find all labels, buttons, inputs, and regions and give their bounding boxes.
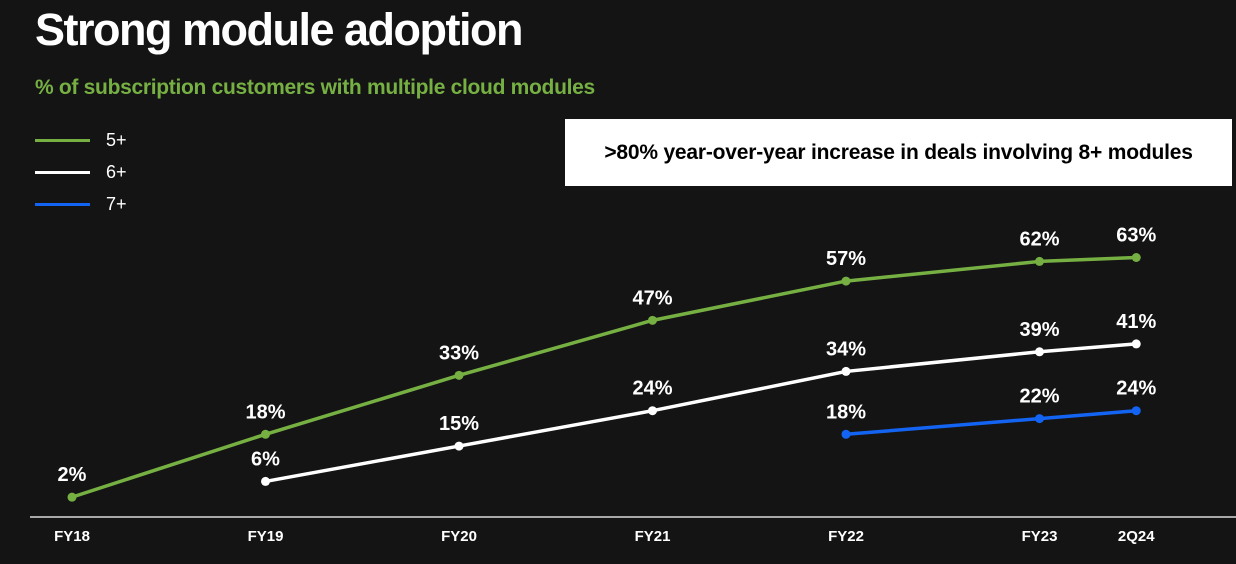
legend-label-7plus: 7+ xyxy=(106,193,127,214)
data-label-7plus-fy22: 18% xyxy=(826,401,866,423)
x-tick-label-fy19: FY19 xyxy=(248,528,284,545)
legend-item-6plus: 6+ xyxy=(35,156,127,188)
callout-text: >80% year-over-year increase in deals in… xyxy=(604,140,1193,164)
data-point-6plus-2q24 xyxy=(1131,339,1141,349)
data-label-5plus-fy18: 2% xyxy=(58,464,87,486)
legend-label-5plus: 5+ xyxy=(106,129,127,150)
data-label-6plus-fy22: 34% xyxy=(826,338,866,360)
data-label-5plus-fy22: 57% xyxy=(826,248,866,270)
x-tick-label-fy22: FY22 xyxy=(828,528,864,545)
x-tick-label-2q24: 2Q24 xyxy=(1118,528,1155,545)
legend-line-7plus-icon xyxy=(35,202,90,206)
data-label-6plus-2q24: 41% xyxy=(1116,311,1156,333)
data-label-5plus-fy23: 62% xyxy=(1019,228,1059,250)
data-label-5plus-fy21: 47% xyxy=(632,287,672,309)
data-point-5plus-fy18 xyxy=(67,492,77,502)
callout-banner: >80% year-over-year increase in deals in… xyxy=(565,119,1232,186)
x-tick-label-fy18: FY18 xyxy=(54,528,90,545)
legend-line-5plus-icon xyxy=(35,138,90,142)
data-point-5plus-2q24 xyxy=(1131,253,1141,262)
series-line-5plus xyxy=(70,255,1138,499)
data-label-6plus-fy19: 6% xyxy=(251,448,280,470)
data-point-5plus-fy20 xyxy=(454,370,464,380)
data-label-6plus-fy20: 15% xyxy=(439,413,479,435)
data-point-6plus-fy19 xyxy=(261,476,270,486)
data-point-7plus-fy23 xyxy=(1035,414,1044,424)
legend-label-6plus: 6+ xyxy=(106,161,127,182)
legend-item-5plus: 5+ xyxy=(35,124,127,156)
data-point-5plus-fy19 xyxy=(261,429,270,439)
legend-line-6plus-icon xyxy=(35,170,90,174)
page-subtitle: % of subscription customers with multipl… xyxy=(35,76,595,99)
data-point-6plus-fy21 xyxy=(648,406,657,416)
data-point-5plus-fy22 xyxy=(841,276,851,286)
data-point-7plus-fy22 xyxy=(841,429,851,439)
data-label-7plus-2q24: 24% xyxy=(1116,378,1156,400)
data-point-5plus-fy21 xyxy=(648,315,657,325)
series-line-6plus xyxy=(263,342,1138,484)
series-line-7plus xyxy=(844,408,1138,437)
data-label-5plus-fy20: 33% xyxy=(439,342,479,364)
page-title: Strong module adoption xyxy=(35,4,523,55)
x-tick-label-fy23: FY23 xyxy=(1022,528,1058,545)
data-point-7plus-2q24 xyxy=(1131,406,1141,416)
data-label-7plus-fy23: 22% xyxy=(1019,386,1059,408)
data-label-5plus-fy19: 18% xyxy=(245,401,285,423)
data-point-6plus-fy22 xyxy=(841,366,851,376)
x-tick-label-fy21: FY21 xyxy=(635,528,671,545)
data-label-5plus-2q24: 63% xyxy=(1116,225,1156,247)
chart-legend: 5+ 6+ 7+ xyxy=(35,124,127,220)
data-point-5plus-fy23 xyxy=(1035,256,1044,266)
data-point-6plus-fy20 xyxy=(454,441,464,451)
data-point-6plus-fy23 xyxy=(1035,347,1044,357)
x-tick-label-fy20: FY20 xyxy=(441,528,477,545)
data-label-6plus-fy21: 24% xyxy=(632,378,672,400)
legend-item-7plus: 7+ xyxy=(35,188,127,220)
data-label-6plus-fy23: 39% xyxy=(1019,319,1059,341)
